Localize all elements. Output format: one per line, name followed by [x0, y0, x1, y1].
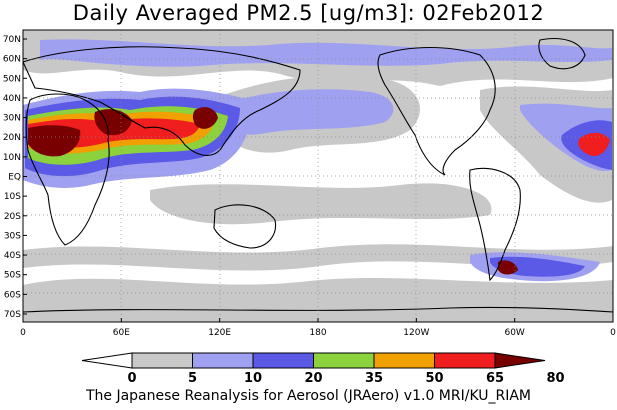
lat-label-40n: 40N	[3, 94, 21, 104]
colorbar-over-arrow	[494, 352, 546, 369]
colorbar-under-arrow	[81, 352, 133, 369]
lat-label-60s: 60S	[4, 290, 21, 300]
colorbar-label-80: 80	[546, 371, 564, 386]
colorbar-box-0-5	[131, 352, 193, 369]
lat-label-40s: 40S	[4, 251, 21, 261]
field-region-patagonia-max	[498, 260, 518, 275]
map-title: Daily Averaged PM2.5 [ug/m3]: 02Feb2012	[72, 1, 545, 25]
south-america-coastline	[469, 167, 521, 282]
north-america-coastline	[377, 47, 496, 176]
field-region-pacific-lavender	[220, 89, 394, 135]
lon-label-5-60w: 60W	[504, 328, 524, 338]
lon-label-3-180: 180	[309, 328, 326, 338]
lon-label-4-120w: 120W	[403, 328, 429, 338]
colorbar: 0 5 10 20 35 50 65 80	[81, 352, 565, 386]
greenland-coastline	[538, 37, 586, 70]
colorbar-box-5-10	[192, 352, 254, 369]
field-region-west-africa-max	[28, 125, 81, 157]
lon-label-6-0: 0	[610, 328, 616, 338]
latitude-ticks	[23, 38, 27, 315]
lon-label-2-120e: 120E	[208, 328, 231, 338]
longitude-labels: 0 60E 120E 180 120W 60W 0	[20, 328, 616, 338]
field-region-tropical-pacific	[150, 183, 492, 225]
lat-label-70s: 70S	[4, 310, 21, 320]
lat-label-50s: 50S	[4, 271, 21, 281]
antarctica-coastline	[23, 306, 613, 313]
lon-label-1-60e: 60E	[113, 328, 130, 338]
lat-label-20n: 20N	[3, 133, 21, 143]
lat-label-50n: 50N	[3, 74, 21, 84]
colorbar-label-65: 65	[486, 371, 504, 386]
lat-label-10n: 10N	[3, 153, 21, 163]
eurasia-coastline	[23, 46, 301, 156]
colorbar-box-50-65	[434, 352, 496, 369]
latitude-labels: 70N 60N 50N 40N 30N 20N 10N EQ 10S 20S 30S 40S 50S 60…	[3, 35, 21, 320]
lat-label-10s: 10S	[4, 192, 21, 202]
field-region-north-light	[40, 39, 612, 67]
colorbar-label-35: 35	[365, 371, 383, 386]
pm25-concentration-field	[23, 30, 613, 322]
field-region-southern-ocean	[23, 278, 613, 322]
lat-label-60n: 60N	[3, 55, 21, 65]
australia-coastline	[213, 204, 277, 249]
field-region-east-asia-max	[192, 107, 218, 129]
lat-label-30s: 30S	[4, 231, 21, 241]
colorbar-label-0: 0	[127, 371, 136, 386]
lat-label-70n: 70N	[3, 35, 21, 45]
field-region-atlantic-core	[578, 132, 610, 156]
colorbar-box-10-20	[252, 352, 314, 369]
lon-label-0-0: 0	[20, 328, 26, 338]
colorbar-box-35-50	[373, 352, 435, 369]
colorbar-label-5: 5	[188, 371, 197, 386]
colorbar-label-50: 50	[425, 371, 443, 386]
coastline-outlines	[23, 37, 613, 313]
colorbar-box-20-35	[313, 352, 375, 369]
lat-label-eq: EQ	[8, 173, 21, 183]
lat-label-30n: 30N	[3, 114, 21, 124]
longitude-ticks	[22, 318, 614, 322]
dataset-credit: The Japanese Reanalysis for Aerosol (JRA…	[85, 388, 532, 404]
colorbar-label-10: 10	[244, 371, 262, 386]
colorbar-label-20: 20	[304, 371, 322, 386]
africa-coastline	[25, 93, 110, 246]
lat-label-20s: 20S	[4, 212, 21, 222]
graticule	[23, 30, 613, 322]
field-region-southern-band	[23, 244, 613, 271]
